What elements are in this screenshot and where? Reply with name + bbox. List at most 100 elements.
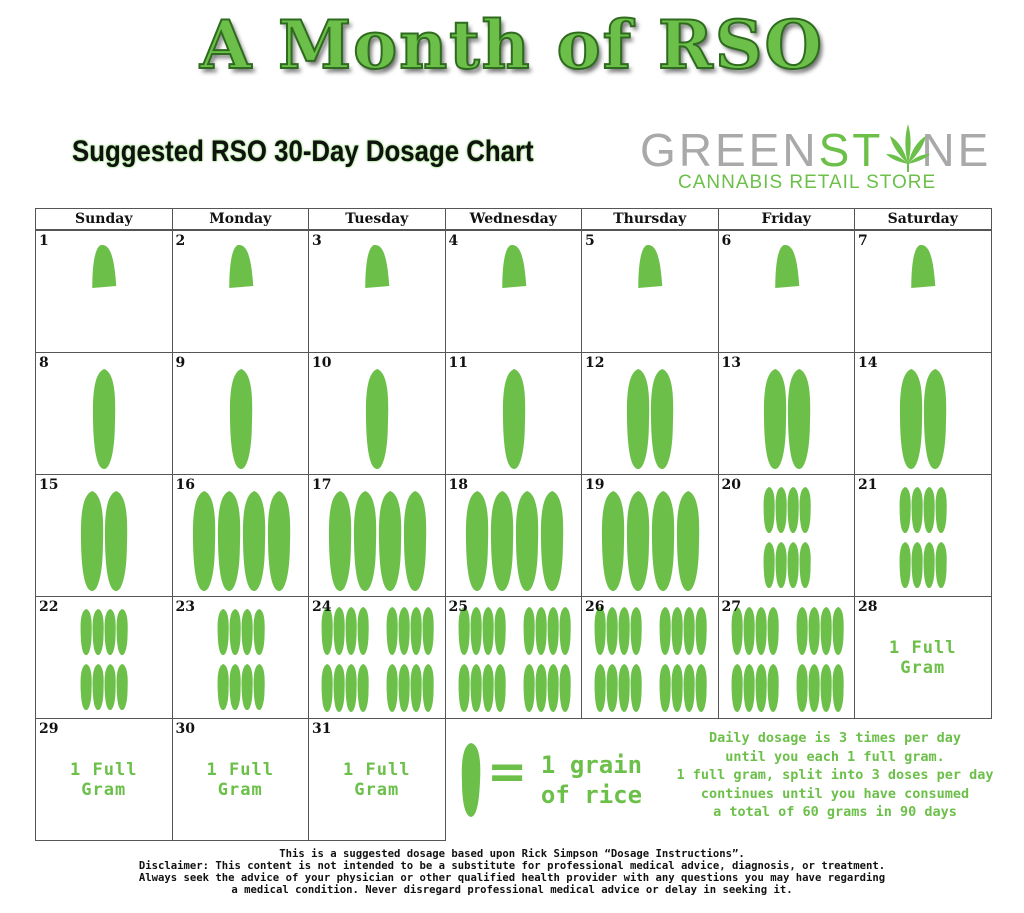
rice-grain-icon	[606, 664, 618, 712]
day-number: 7	[858, 233, 868, 249]
rice-grain-icon	[378, 491, 402, 591]
day-number: 25	[448, 599, 468, 615]
dose-graphic	[229, 369, 252, 469]
calendar-day-cell: 10	[308, 352, 446, 475]
calendar-day-cell: 26	[581, 596, 719, 719]
rice-grain-icon	[357, 664, 369, 712]
dose-graphic	[774, 244, 799, 288]
rice-grain-icon	[229, 664, 241, 710]
rice-grain-icon	[217, 491, 240, 591]
rice-grain-icon	[767, 607, 779, 655]
legend-label: 1 grain of rice	[524, 750, 659, 810]
rice-grain-icon	[461, 743, 481, 817]
rice-grain-icon	[217, 609, 229, 655]
calendar-day-cell: 3	[308, 230, 446, 353]
calendar-day-cell: 15	[35, 474, 173, 597]
rice-grain-icon	[820, 607, 832, 655]
day-number: 6	[721, 233, 732, 249]
day-number: 29	[39, 721, 59, 737]
dose-graphic	[80, 491, 128, 591]
rice-grain-icon	[763, 542, 775, 588]
rice-grain-icon	[353, 491, 377, 591]
calendar-day-cell: 20	[717, 474, 855, 597]
full-gram-label: Gram	[217, 780, 263, 800]
day-number: 1	[39, 233, 49, 249]
full-gram-label: 1 Full	[206, 760, 274, 780]
day-number: 24	[312, 599, 332, 615]
rice-grain-icon	[626, 491, 650, 591]
rice-grain-icon	[333, 607, 345, 655]
calendar-day-cell: 24	[308, 596, 446, 719]
rice-grain-icon	[626, 369, 650, 469]
rice-grain-icon	[465, 491, 488, 591]
rice-grain-icon	[410, 607, 422, 655]
day-number: 20	[721, 477, 741, 493]
rice-grain-icon	[470, 607, 482, 655]
rice-grain-icon	[775, 542, 787, 588]
logo-tagline: CANNABIS RETAIL STORE	[678, 172, 937, 193]
rice-grain-icon	[345, 607, 357, 655]
day-number: 28	[858, 599, 878, 615]
rice-grain-icon	[799, 542, 811, 588]
rice-grain-icon	[799, 487, 811, 533]
rice-grain-icon	[743, 664, 755, 712]
rice-grain-icon	[116, 609, 128, 655]
day-number: 15	[39, 477, 59, 493]
rice-grain-icon	[935, 487, 947, 533]
day-number: 31	[312, 721, 332, 737]
rice-grain-icon	[92, 369, 116, 469]
rice-grain-icon	[767, 664, 779, 712]
footer-line: Disclaimer: This content is not intended…	[138, 860, 886, 872]
rice-grain-icon	[502, 369, 525, 469]
partial-grain-icon	[774, 244, 799, 288]
calendar-day-cell: 23	[171, 596, 309, 719]
legend-line-1: 1 grain	[540, 751, 643, 779]
weekday-header: Thursday	[581, 208, 719, 230]
rice-grain-icon	[763, 369, 786, 469]
rice-grain-icon	[458, 664, 470, 712]
rice-grain-icon	[671, 664, 683, 712]
rice-grain-icon	[618, 607, 630, 655]
rice-grain-icon	[386, 607, 398, 655]
dose-graphic	[626, 369, 674, 469]
rice-grain-icon	[490, 491, 513, 591]
rice-grain-icon	[618, 664, 630, 712]
calendar-day-cell: 9	[171, 352, 309, 475]
rice-grain-icon	[923, 487, 935, 533]
rice-grain-icon	[606, 607, 618, 655]
rice-grain-icon	[899, 369, 923, 469]
rice-grain-icon	[755, 607, 767, 655]
instruction-line: 1 full gram, split into 3 doses per day	[676, 767, 994, 783]
rice-grain-icon	[559, 607, 571, 655]
calendar-day-cell: 21	[854, 474, 992, 597]
rice-grain-icon	[923, 369, 947, 469]
dose-graphic	[502, 369, 525, 469]
calendar-day-cell: 11	[444, 352, 582, 475]
full-gram-label: 1 Full	[343, 760, 411, 780]
dose-graphic	[911, 244, 936, 288]
rice-grain-icon	[470, 664, 482, 712]
rice-grain-icon	[535, 607, 547, 655]
rice-grain-icon	[321, 664, 333, 712]
rice-grain-icon	[832, 664, 844, 712]
day-number: 19	[585, 477, 605, 493]
dose-graphic	[763, 369, 810, 469]
rice-grain-icon	[217, 664, 229, 710]
rice-grain-icon	[458, 607, 470, 655]
rice-grain-icon	[763, 487, 775, 533]
rice-grain-icon	[547, 664, 559, 712]
calendar-day-cell: 18	[444, 474, 582, 597]
rice-grain-icon	[80, 491, 104, 591]
dose-graphic	[465, 491, 563, 591]
calendar-day-cell: 31 1 Full Gram	[308, 718, 446, 841]
rice-grain-icon	[242, 491, 265, 591]
rice-grain-icon	[650, 369, 674, 469]
rice-grain-icon	[92, 664, 104, 710]
rice-grain-icon	[676, 491, 700, 591]
partial-grain-icon	[911, 244, 936, 288]
rice-grain-icon	[935, 542, 947, 588]
calendar-day-cell: 28 1 Full Gram	[854, 596, 992, 719]
rice-grain-icon	[241, 664, 253, 710]
logo-wordmark: GREENST NE	[640, 122, 991, 178]
logo-word-part1: GREEN	[640, 124, 819, 176]
